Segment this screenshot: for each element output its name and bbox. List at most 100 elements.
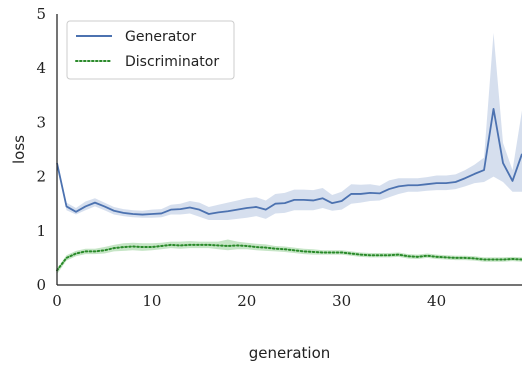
point-generator-21 [255, 206, 257, 208]
y-tick-label-3: 3 [36, 113, 46, 131]
point-generator-4 [94, 202, 96, 204]
point-generator-2 [75, 211, 77, 213]
point-generator-8 [132, 213, 134, 215]
point-discriminator-26 [303, 251, 305, 253]
point-generator-44 [474, 173, 476, 175]
point-generator-36 [398, 186, 400, 188]
point-discriminator-2 [75, 253, 77, 255]
point-discriminator-48 [512, 258, 514, 260]
point-discriminator-33 [369, 254, 371, 256]
point-discriminator-30 [341, 252, 343, 254]
point-generator-45 [483, 169, 485, 171]
y-tick-label-2: 2 [36, 168, 46, 186]
point-discriminator-15 [199, 244, 201, 246]
point-discriminator-29 [331, 252, 333, 254]
point-discriminator-16 [208, 244, 210, 246]
point-generator-47 [502, 162, 504, 164]
point-discriminator-28 [322, 252, 324, 254]
point-generator-17 [218, 212, 220, 214]
point-generator-37 [407, 184, 409, 186]
point-discriminator-22 [265, 247, 267, 249]
point-generator-32 [360, 193, 362, 195]
line-discriminator [56, 243, 522, 272]
point-discriminator-39 [426, 255, 428, 257]
point-generator-7 [123, 212, 125, 214]
point-discriminator-36 [398, 254, 400, 256]
point-generator-9 [142, 214, 144, 216]
point-generator-24 [284, 202, 286, 204]
point-generator-29 [331, 202, 333, 204]
legend-label-discriminator: Discriminator [125, 54, 219, 70]
y-tick-label-1: 1 [36, 222, 46, 240]
point-discriminator-43 [464, 257, 466, 259]
y-tick-labels: 0 1 2 3 4 5 [36, 5, 46, 294]
y-tick-label-0: 0 [36, 276, 46, 294]
point-discriminator-9 [142, 246, 144, 248]
point-discriminator-41 [445, 257, 447, 259]
point-discriminator-32 [360, 254, 362, 256]
point-discriminator-19 [237, 245, 239, 247]
point-discriminator-27 [312, 251, 314, 253]
point-discriminator-44 [474, 258, 476, 260]
point-generator-6 [113, 210, 115, 212]
y-tick-label-5: 5 [36, 5, 46, 23]
point-discriminator-21 [255, 246, 257, 248]
point-generator-12 [170, 209, 172, 211]
point-generator-13 [180, 208, 182, 210]
point-discriminator-12 [170, 244, 172, 246]
point-generator-26 [303, 199, 305, 201]
point-generator-34 [379, 193, 381, 195]
point-generator-18 [227, 210, 229, 212]
point-generator-31 [350, 193, 352, 195]
point-discriminator-1 [66, 257, 68, 259]
point-generator-43 [464, 177, 466, 179]
legend: Generator Discriminator [66, 20, 235, 80]
point-generator-39 [426, 183, 428, 185]
point-discriminator-14 [189, 244, 191, 246]
x-tick-labels: 0 10 20 30 40 [52, 292, 446, 310]
point-discriminator-18 [227, 245, 229, 247]
x-tick-label-0: 0 [52, 292, 62, 310]
point-generator-10 [151, 213, 153, 215]
x-tick-label-40: 40 [427, 292, 446, 310]
point-generator-14 [189, 207, 191, 209]
point-discriminator-24 [284, 248, 286, 250]
point-discriminator-4 [94, 251, 96, 253]
point-discriminator-46 [493, 259, 495, 261]
point-generator-1 [66, 206, 68, 208]
point-discriminator-34 [379, 254, 381, 256]
point-discriminator-25 [293, 250, 295, 252]
y-axis-label: loss [10, 135, 28, 164]
point-discriminator-8 [132, 246, 134, 248]
y-tick-label-4: 4 [36, 59, 46, 77]
x-tick-label-10: 10 [142, 292, 161, 310]
point-discriminator-10 [151, 246, 153, 248]
point-generator-3 [85, 206, 87, 208]
point-discriminator-42 [455, 257, 457, 259]
point-generator-41 [445, 182, 447, 184]
x-tick-label-20: 20 [237, 292, 256, 310]
point-generator-33 [369, 192, 371, 194]
point-generator-46 [493, 108, 495, 110]
point-generator-5 [104, 206, 106, 208]
point-generator-23 [274, 203, 276, 205]
point-discriminator-17 [218, 245, 220, 247]
point-discriminator-47 [502, 259, 504, 261]
point-discriminator-3 [85, 251, 87, 253]
point-generator-19 [237, 209, 239, 211]
point-generator-30 [341, 200, 343, 202]
legend-label-generator: Generator [125, 29, 196, 45]
point-generator-16 [208, 213, 210, 215]
point-discriminator-23 [274, 248, 276, 250]
point-generator-40 [436, 182, 438, 184]
x-tick-label-30: 30 [332, 292, 351, 310]
point-discriminator-35 [388, 254, 390, 256]
point-discriminator-31 [350, 253, 352, 255]
series-lines [56, 107, 522, 272]
point-discriminator-13 [180, 245, 182, 247]
point-discriminator-7 [123, 246, 125, 248]
point-discriminator-37 [407, 255, 409, 257]
point-discriminator-20 [246, 245, 248, 247]
point-discriminator-40 [436, 256, 438, 258]
